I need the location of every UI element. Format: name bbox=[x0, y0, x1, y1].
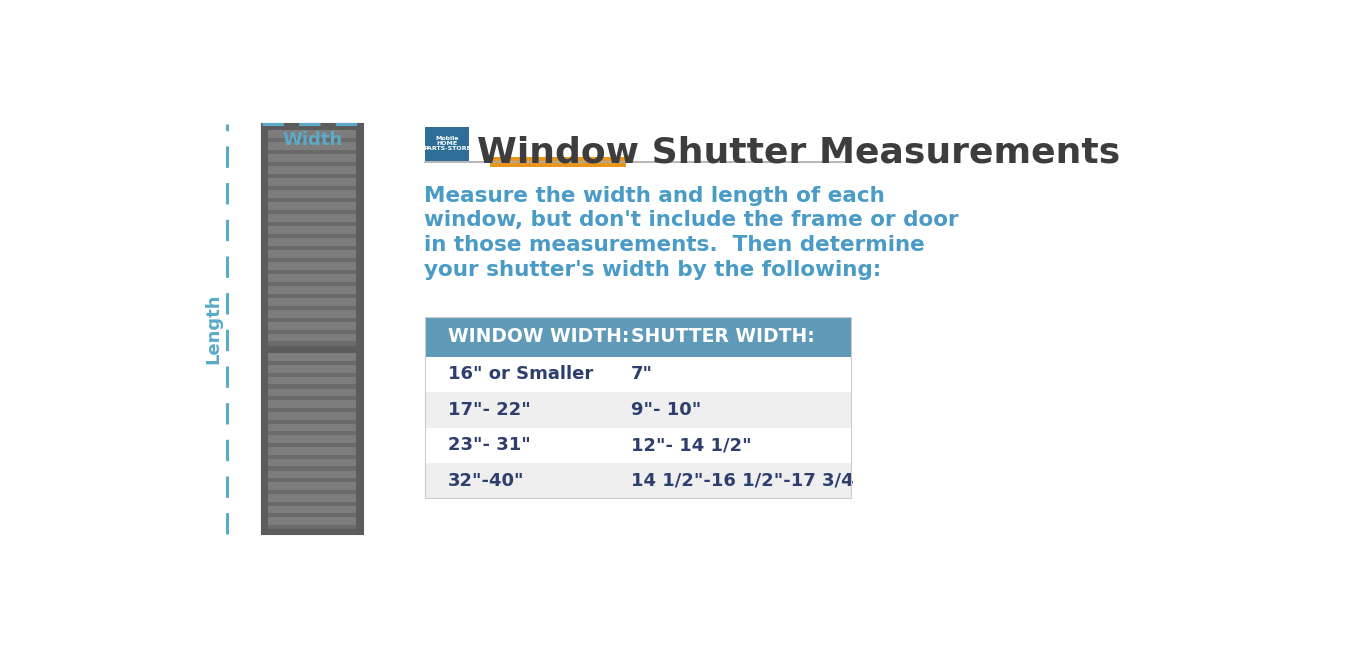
Bar bbox=[267, 190, 356, 198]
Bar bbox=[267, 330, 356, 333]
Bar bbox=[267, 361, 356, 365]
Bar bbox=[267, 186, 356, 190]
Bar bbox=[267, 162, 356, 166]
Bar bbox=[267, 471, 356, 478]
Text: Length: Length bbox=[205, 294, 223, 364]
Bar bbox=[262, 124, 363, 131]
Bar bbox=[267, 142, 356, 150]
Bar bbox=[267, 354, 356, 361]
Bar bbox=[267, 166, 356, 174]
Bar bbox=[267, 377, 356, 384]
Text: 17"- 22": 17"- 22" bbox=[448, 401, 531, 419]
Bar bbox=[267, 214, 356, 222]
Bar bbox=[267, 210, 356, 214]
Bar bbox=[424, 317, 850, 357]
Bar bbox=[267, 318, 356, 322]
Bar bbox=[267, 234, 356, 238]
Text: SHUTTER WIDTH:: SHUTTER WIDTH: bbox=[630, 327, 815, 346]
Bar bbox=[267, 420, 356, 424]
Text: 12"- 14 1/2": 12"- 14 1/2" bbox=[630, 436, 752, 454]
Bar bbox=[267, 443, 356, 447]
Bar bbox=[267, 412, 356, 420]
Bar bbox=[262, 529, 363, 534]
Bar bbox=[267, 389, 356, 396]
Bar bbox=[267, 250, 356, 258]
Text: your shutter's width by the following:: your shutter's width by the following: bbox=[424, 260, 882, 280]
Bar bbox=[267, 365, 356, 372]
Bar bbox=[490, 157, 626, 166]
Bar bbox=[267, 138, 356, 142]
Bar bbox=[267, 494, 356, 502]
Bar bbox=[267, 281, 356, 286]
Bar bbox=[267, 222, 356, 226]
Bar bbox=[267, 447, 356, 455]
Bar bbox=[267, 372, 356, 377]
Bar bbox=[267, 178, 356, 186]
Bar bbox=[267, 396, 356, 400]
Bar bbox=[267, 490, 356, 494]
Bar bbox=[267, 333, 356, 341]
Bar bbox=[267, 424, 356, 432]
Text: WINDOW WIDTH:: WINDOW WIDTH: bbox=[448, 327, 629, 346]
Bar bbox=[262, 124, 363, 534]
Bar bbox=[267, 238, 356, 246]
Bar bbox=[267, 274, 356, 281]
Bar bbox=[267, 459, 356, 467]
Text: Mobile
HOME
PARTS·STORE: Mobile HOME PARTS·STORE bbox=[423, 136, 471, 151]
Bar bbox=[267, 310, 356, 318]
Bar bbox=[267, 432, 356, 436]
Bar bbox=[267, 436, 356, 443]
Bar bbox=[267, 258, 356, 262]
Bar bbox=[267, 502, 356, 506]
Text: 9"- 10": 9"- 10" bbox=[630, 401, 701, 419]
Text: Measure the width and length of each: Measure the width and length of each bbox=[424, 186, 886, 206]
Bar bbox=[267, 150, 356, 154]
Bar bbox=[267, 174, 356, 178]
Bar bbox=[267, 198, 356, 202]
Bar bbox=[267, 226, 356, 234]
Bar bbox=[424, 463, 850, 499]
Text: 14 1/2"-16 1/2"-17 3/4: 14 1/2"-16 1/2"-17 3/4 bbox=[630, 472, 853, 489]
Bar bbox=[267, 306, 356, 310]
Bar bbox=[267, 506, 356, 514]
Text: Width: Width bbox=[282, 131, 342, 149]
Bar bbox=[356, 124, 363, 534]
Bar bbox=[267, 341, 356, 346]
Bar bbox=[262, 124, 267, 534]
Bar bbox=[267, 131, 356, 138]
Bar bbox=[262, 346, 363, 354]
Bar bbox=[424, 357, 850, 392]
Bar bbox=[424, 317, 850, 499]
Bar bbox=[267, 400, 356, 408]
Bar bbox=[267, 482, 356, 490]
Bar bbox=[267, 455, 356, 459]
Text: 7": 7" bbox=[630, 365, 653, 383]
Bar bbox=[267, 467, 356, 471]
Bar bbox=[267, 322, 356, 330]
Bar bbox=[267, 294, 356, 298]
Text: 23"- 31": 23"- 31" bbox=[448, 436, 531, 454]
Bar bbox=[424, 127, 470, 161]
Bar bbox=[267, 517, 356, 525]
Bar bbox=[267, 154, 356, 162]
Text: 16" or Smaller: 16" or Smaller bbox=[448, 365, 593, 383]
Bar bbox=[267, 202, 356, 210]
Bar bbox=[267, 384, 356, 389]
Bar bbox=[267, 478, 356, 482]
Bar bbox=[267, 408, 356, 412]
Bar bbox=[267, 298, 356, 305]
Bar bbox=[267, 514, 356, 517]
Bar bbox=[267, 525, 356, 529]
Bar bbox=[267, 262, 356, 270]
Text: Window Shutter Measurements: Window Shutter Measurements bbox=[477, 136, 1120, 170]
Bar bbox=[267, 246, 356, 250]
Text: 32"-40": 32"-40" bbox=[448, 472, 524, 489]
Bar bbox=[424, 392, 850, 428]
Bar bbox=[424, 428, 850, 463]
Text: in those measurements.  Then determine: in those measurements. Then determine bbox=[424, 235, 925, 255]
Bar bbox=[267, 270, 356, 274]
Text: window, but don't include the frame or door: window, but don't include the frame or d… bbox=[424, 211, 958, 231]
Bar bbox=[267, 286, 356, 294]
